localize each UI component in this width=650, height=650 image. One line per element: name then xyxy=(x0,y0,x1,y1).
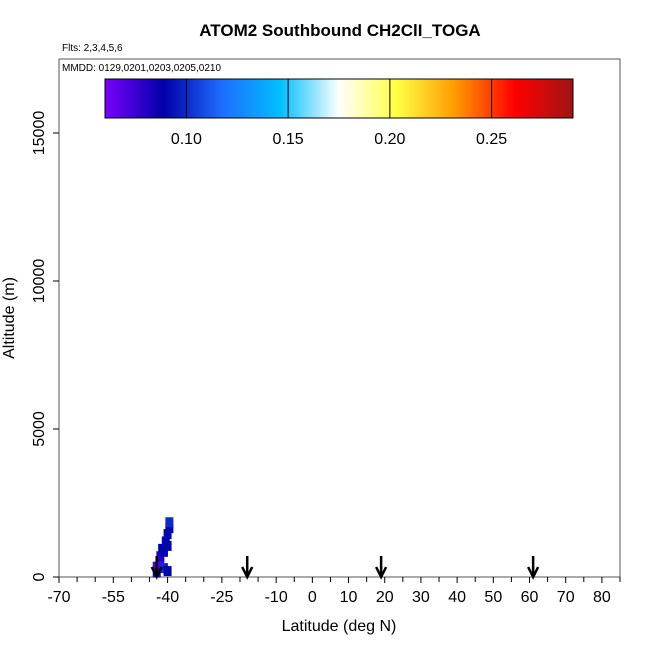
data-point xyxy=(165,523,174,534)
flights-note: Flts: 2,3,4,5,6 xyxy=(62,43,123,54)
colorbar-tick-label: 0.25 xyxy=(476,131,507,148)
data-point xyxy=(165,517,174,528)
y-tick-label: 5000 xyxy=(31,411,48,447)
colorbar-tick-label: 0.20 xyxy=(374,131,405,148)
x-tick-label: -55 xyxy=(102,589,125,606)
x-axis: -70 -55 -40 -25 -10 0 10 20 30 40 50 60 70 80 xyxy=(47,577,621,606)
y-tick-label: 15000 xyxy=(31,111,48,156)
x-tick-label: 20 xyxy=(376,589,394,606)
arrow-marker xyxy=(375,556,388,580)
x-axis-title: Latitude (deg N) xyxy=(282,618,397,635)
x-tick-label: 70 xyxy=(557,589,575,606)
colorbar-tick-label: 0.10 xyxy=(171,131,202,148)
plot-frame xyxy=(58,58,621,578)
x-tick-label: 30 xyxy=(412,589,430,606)
x-tick-label: 60 xyxy=(521,589,539,606)
data-point xyxy=(163,540,172,551)
colorbar-tick-label: 0.15 xyxy=(273,131,304,148)
data-point xyxy=(163,529,172,540)
mmdd-note: MMDD: 0129,0201,0203,0205,0210 xyxy=(62,63,221,74)
x-tick-label: 40 xyxy=(448,589,466,606)
arrow-marker xyxy=(527,556,540,580)
x-tick-label: 0 xyxy=(308,589,317,606)
x-tick-label: -40 xyxy=(156,589,179,606)
chart-title: ATOM2 Southbound CH2ClI_TOGA xyxy=(199,21,480,40)
colorbar: 0.10 0.15 0.20 0.25 xyxy=(104,78,574,148)
y-axis: 0 5000 10000 15000 xyxy=(31,111,59,581)
data-point xyxy=(163,566,172,577)
colorbar-gradient xyxy=(104,78,574,119)
y-tick-label: 0 xyxy=(31,572,48,581)
x-tick-label: -70 xyxy=(47,589,70,606)
x-tick-label: 80 xyxy=(593,589,611,606)
x-tick-label: -25 xyxy=(210,589,233,606)
arrow-markers xyxy=(150,556,540,580)
arrow-marker xyxy=(241,556,254,580)
x-tick-label: -10 xyxy=(265,589,288,606)
y-tick-label: 10000 xyxy=(31,259,48,304)
x-tick-label: 10 xyxy=(340,589,358,606)
x-tick-label: 50 xyxy=(484,589,502,606)
arrow-marker xyxy=(150,556,163,580)
data-point xyxy=(159,546,168,557)
y-axis-title: Altitude (m) xyxy=(1,277,18,359)
